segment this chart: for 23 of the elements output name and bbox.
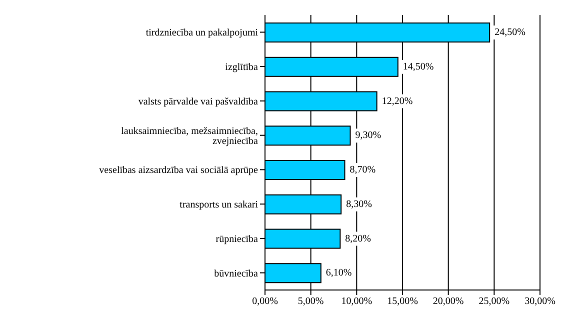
x-tick-label: 20,00%	[432, 296, 464, 308]
x-tick-label: 30,00%	[524, 296, 556, 308]
data-label: 8,20%	[345, 233, 372, 244]
y-tick-label: izglītība	[225, 62, 259, 74]
y-tick-label: būvniecība	[214, 268, 259, 280]
x-tick-label: 0,00%	[252, 296, 278, 308]
data-label: 6,10%	[326, 268, 352, 279]
y-tick-label: tirdzniecība un pakalpojumi	[146, 28, 258, 39]
y-tick-label: lauksaimniecība, mežsaimniecība, zvejniecība	[121, 126, 259, 147]
y-tick-label: rūpniecība	[216, 234, 259, 245]
data-label: 8,70%	[350, 164, 376, 176]
data-label: 8,30%	[346, 198, 372, 210]
y-tick-label: veselības aizsardzība vai sociālā aprūpe	[99, 165, 259, 176]
data-label: 12,20%	[382, 96, 413, 107]
y-tick-label: transports un sakari	[180, 200, 258, 211]
x-tick-label: 10,00%	[341, 296, 372, 308]
x-tick-label: 25,00%	[478, 296, 510, 308]
x-tick-label: 15,00%	[387, 296, 418, 308]
y-tick-label: valsts pārvalde vai pašvaldība	[138, 96, 259, 108]
data-label: 9,30%	[355, 130, 382, 142]
data-label: 24,50%	[494, 27, 526, 38]
data-label: 14,50%	[402, 61, 434, 72]
x-tick-label: 5,00%	[298, 296, 324, 308]
